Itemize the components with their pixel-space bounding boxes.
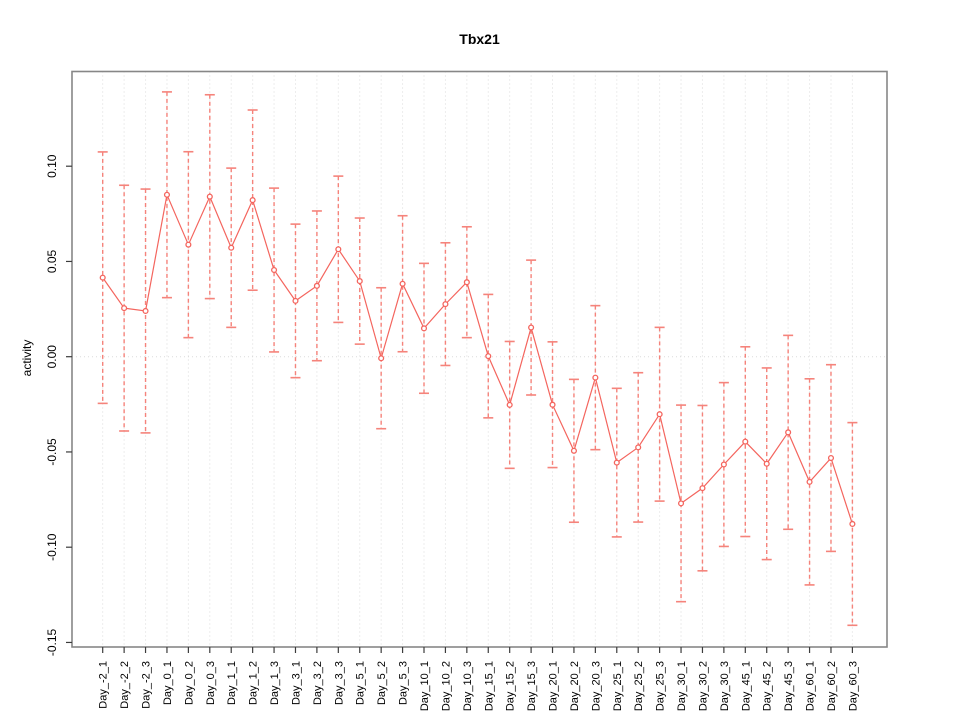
- x-tick-label: Day_15_1: [483, 661, 495, 711]
- data-point-marker: [378, 355, 385, 362]
- data-point-marker: [763, 460, 770, 467]
- x-tick-label: Day_3_2: [312, 661, 324, 705]
- data-point-marker: [635, 444, 642, 451]
- x-tick-label: Day_60_2: [826, 661, 838, 711]
- data-point-marker: [292, 297, 299, 304]
- data-point-marker: [399, 280, 406, 287]
- data-point-marker: [699, 485, 706, 492]
- x-tick-label: Day_-2_3: [141, 661, 153, 709]
- x-tick-label: Day_45_3: [783, 661, 795, 711]
- series-line: [102, 192, 853, 525]
- data-point-marker: [806, 478, 813, 485]
- x-tick-label: Day_30_2: [697, 661, 709, 711]
- y-tick-label: -0.10: [45, 533, 59, 561]
- data-point-marker: [271, 266, 278, 274]
- data-point-marker: [656, 411, 663, 418]
- data-point-marker: [485, 353, 492, 360]
- x-tick-label: Day_20_2: [569, 661, 581, 711]
- data-point-marker: [335, 246, 342, 253]
- y-tick-label: -0.05: [45, 438, 59, 466]
- x-tick-label: Day_-2_2: [119, 661, 131, 709]
- x-tick-label: Day_0_2: [183, 661, 195, 705]
- x-tick-label: Day_60_3: [847, 661, 859, 711]
- x-tick-label: Day_0_1: [162, 661, 174, 705]
- data-point-marker: [506, 401, 513, 408]
- y-axis-title: activity: [20, 339, 34, 377]
- data-point-marker: [570, 447, 577, 454]
- x-tick-label: Day_30_3: [719, 661, 731, 711]
- data-point-marker: [827, 454, 835, 462]
- x-tick-label: Day_1_3: [269, 661, 281, 705]
- x-tick-label: Day_20_1: [548, 661, 560, 711]
- x-tick-label: Day_10_1: [419, 661, 431, 711]
- data-point-marker: [720, 461, 727, 468]
- x-tick-label: Day_3_3: [333, 661, 345, 705]
- data-point-marker: [613, 459, 620, 466]
- data-point-marker: [420, 325, 428, 332]
- y-tick-label: 0.05: [45, 249, 59, 273]
- x-tick-label: Day_15_2: [505, 661, 517, 711]
- data-point-marker: [742, 438, 749, 445]
- x-tick-label: Day_25_3: [655, 661, 667, 711]
- data-point-marker: [99, 274, 106, 281]
- x-tick-label: Day_0_3: [205, 661, 217, 705]
- data-point-marker: [785, 429, 792, 436]
- data-point-marker: [142, 307, 149, 315]
- data-point-marker: [677, 500, 685, 507]
- data-point-marker: [849, 520, 856, 528]
- x-tick-label: Day_5_3: [398, 661, 410, 705]
- data-point-marker: [356, 278, 363, 285]
- data-point-marker: [185, 241, 192, 248]
- x-tick-label: Day_1_2: [248, 661, 260, 705]
- data-point-marker: [206, 193, 213, 200]
- data-point-marker: [549, 401, 556, 408]
- x-tick-label: Day_-2_1: [98, 661, 110, 709]
- x-tick-label: Day_15_3: [526, 661, 538, 711]
- x-tick-label: Day_3_1: [290, 661, 302, 705]
- x-tick-label: Day_25_1: [612, 661, 624, 711]
- data-point-marker: [592, 374, 599, 381]
- y-tick-label: 0.00: [45, 345, 59, 369]
- x-tick-label: Day_10_2: [440, 661, 452, 711]
- x-tick-label: Day_45_2: [762, 661, 774, 711]
- x-tick-label: Day_45_1: [740, 661, 752, 711]
- data-point-marker: [121, 305, 128, 312]
- y-tick-label: 0.10: [45, 154, 59, 178]
- x-tick-label: Day_5_2: [376, 661, 388, 705]
- x-tick-label: Day_25_2: [633, 661, 645, 711]
- data-point-marker: [313, 282, 320, 289]
- chart-title: Tbx21: [459, 31, 500, 47]
- x-tick-label: Day_30_1: [676, 661, 688, 711]
- x-tick-label: Day_5_1: [355, 661, 367, 705]
- x-tick-label: Day_60_1: [805, 661, 817, 711]
- x-tick-label: Day_10_3: [462, 661, 474, 711]
- data-point-marker: [249, 197, 256, 204]
- x-tick-label: Day_1_1: [226, 661, 238, 705]
- x-tick-label: Day_20_3: [590, 661, 602, 711]
- y-tick-label: -0.15: [45, 628, 59, 656]
- data-point-marker: [442, 301, 449, 308]
- data-point-marker: [528, 324, 535, 331]
- data-point-marker: [463, 279, 470, 286]
- data-point-marker: [163, 191, 171, 198]
- plot-frame: [71, 70, 888, 648]
- data-point-marker: [228, 244, 235, 251]
